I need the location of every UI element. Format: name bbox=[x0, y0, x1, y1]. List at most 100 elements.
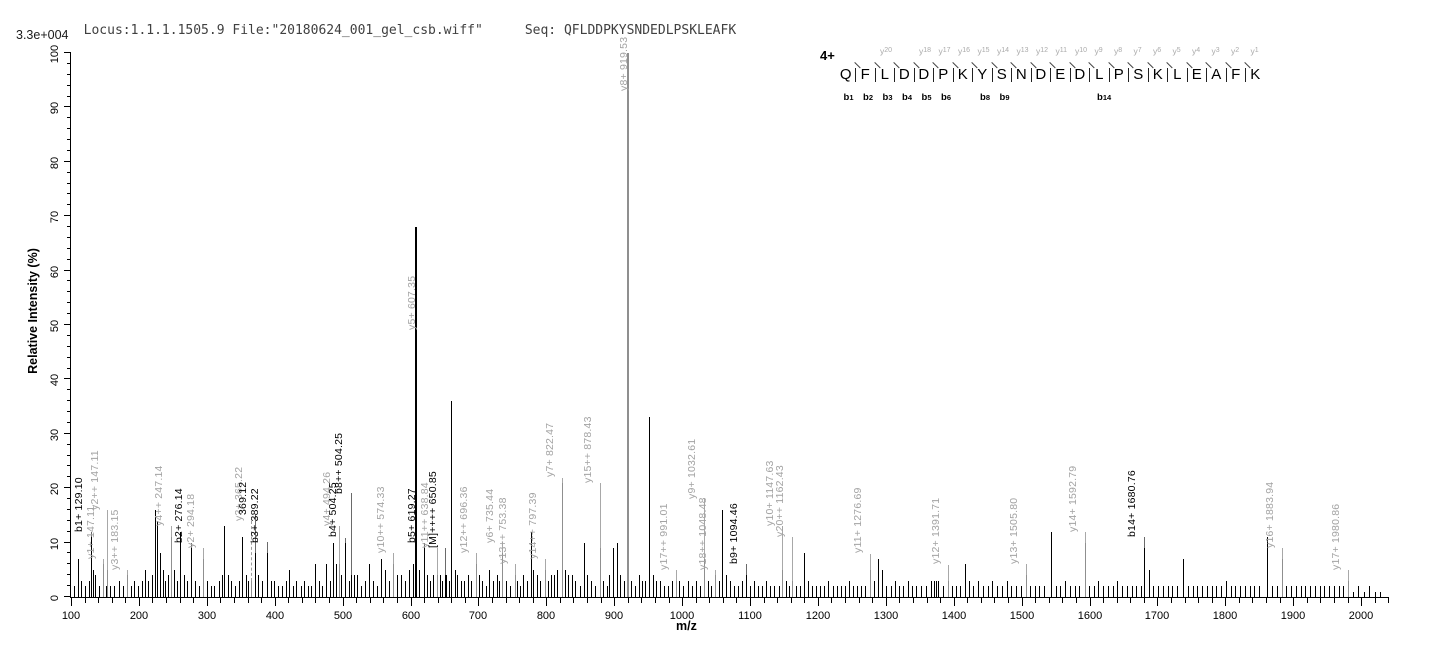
x-minor-tick bbox=[1130, 598, 1131, 603]
spectrum-peak bbox=[557, 570, 558, 597]
peak-label-connector bbox=[103, 559, 104, 564]
fragment-boundary-bar bbox=[1089, 68, 1090, 82]
x-minor-tick bbox=[927, 598, 928, 603]
spectrum-peak bbox=[442, 581, 443, 597]
spectrum-peak bbox=[457, 575, 458, 597]
labeled-peak bbox=[171, 537, 172, 597]
labeled-peak bbox=[415, 227, 417, 597]
labeled-peak bbox=[345, 543, 346, 597]
x-major-tick bbox=[1225, 598, 1226, 606]
spectrum-peak bbox=[1296, 586, 1297, 597]
x-minor-tick bbox=[451, 598, 452, 603]
spectrum-peak bbox=[1132, 586, 1133, 597]
peak-label-connector bbox=[545, 559, 546, 570]
spectrum-peak bbox=[304, 581, 305, 597]
spectrum-peak bbox=[449, 581, 450, 597]
x-minor-tick bbox=[872, 598, 873, 603]
x-minor-tick bbox=[438, 598, 439, 603]
peak-label-connector bbox=[948, 565, 949, 581]
spectrum-peak bbox=[81, 581, 82, 597]
residue-16: S bbox=[1133, 66, 1144, 83]
y-axis-title: Relative Intensity (%) bbox=[26, 248, 40, 374]
x-major-tick bbox=[71, 598, 72, 606]
spectrum-peak bbox=[440, 575, 441, 597]
y-ion-label: y20 bbox=[880, 46, 893, 56]
x-tick-label: 1800 bbox=[1212, 610, 1238, 622]
spectrum-peak bbox=[248, 581, 249, 597]
fragment-boundary-bar bbox=[952, 68, 954, 82]
spectrum-peak bbox=[195, 581, 196, 597]
y-minor-tick bbox=[67, 226, 71, 227]
fragment-boundary-bar bbox=[1147, 68, 1149, 82]
spectrum-peak bbox=[214, 586, 215, 597]
x-minor-tick bbox=[587, 598, 588, 603]
labeled-peak bbox=[562, 483, 563, 597]
spectrum-peak bbox=[738, 586, 739, 597]
spectrum-peak bbox=[857, 586, 858, 597]
peak-label-connector bbox=[1144, 537, 1145, 548]
y-minor-tick bbox=[67, 150, 71, 151]
peak-label: 369.12 bbox=[237, 481, 249, 515]
y-ion-label: y11 bbox=[1055, 46, 1068, 56]
peak-label: y6+ 735.44 bbox=[484, 488, 496, 543]
spectrum-peak bbox=[468, 575, 469, 597]
y-ion-label: y14 bbox=[997, 46, 1010, 56]
x-tick-label: 1500 bbox=[1009, 610, 1035, 622]
spectrum-peak bbox=[523, 575, 524, 597]
spectrum-peak bbox=[956, 586, 957, 597]
spectrum-peak bbox=[1127, 586, 1128, 597]
spectrum-peak bbox=[656, 581, 657, 597]
labeled-peak bbox=[782, 570, 783, 597]
spectrum-peak bbox=[1207, 586, 1208, 597]
spectrum-peak bbox=[1060, 586, 1061, 597]
spectrum-peak bbox=[660, 581, 661, 597]
y-minor-tick bbox=[67, 259, 71, 260]
labeled-peak bbox=[545, 570, 546, 597]
x-minor-tick bbox=[1062, 598, 1063, 603]
spectrum-peak bbox=[997, 586, 998, 597]
peak-label-connector bbox=[1026, 564, 1027, 575]
x-minor-tick bbox=[424, 598, 425, 603]
x-minor-tick bbox=[831, 598, 832, 603]
spectrum-peak bbox=[311, 586, 312, 597]
y-tick-label: 20 bbox=[49, 482, 61, 496]
x-minor-tick bbox=[709, 598, 710, 603]
y-minor-tick bbox=[67, 63, 71, 64]
x-tick-label: 900 bbox=[604, 610, 624, 622]
spectrum-peak bbox=[1108, 586, 1109, 597]
peak-label-connector bbox=[91, 532, 92, 537]
spectrum-peak bbox=[1286, 586, 1287, 597]
peak-label-connector bbox=[792, 537, 793, 581]
spectrum-peak bbox=[613, 548, 614, 597]
x-minor-tick bbox=[356, 598, 357, 603]
spectrum-peak bbox=[934, 581, 935, 597]
spectrum-peak bbox=[365, 581, 366, 597]
x-major-tick bbox=[411, 598, 412, 606]
y-minor-tick bbox=[67, 313, 71, 314]
y-ion-label: y17 bbox=[938, 46, 951, 56]
labeled-peak bbox=[267, 553, 268, 597]
spectrum-peak bbox=[1324, 586, 1325, 597]
residue-14: L bbox=[1095, 66, 1104, 83]
x-major-tick bbox=[478, 598, 479, 606]
spectrum-peak bbox=[812, 586, 813, 597]
labeled-peak bbox=[1026, 575, 1027, 597]
labeled-peak bbox=[251, 581, 252, 597]
x-minor-tick bbox=[1171, 598, 1172, 603]
spectrum-peak bbox=[409, 570, 410, 597]
y-ion-label: y12 bbox=[1036, 46, 1049, 56]
spectrum-peak bbox=[142, 581, 143, 597]
spectrum-peak bbox=[708, 581, 709, 597]
x-minor-tick bbox=[1320, 598, 1321, 603]
spectrum-peak bbox=[389, 581, 390, 597]
spectrum-peak bbox=[1007, 581, 1008, 597]
spectrum-peak bbox=[361, 586, 362, 597]
spectrum-peak bbox=[891, 586, 892, 597]
labeled-peak bbox=[1282, 559, 1283, 597]
spectrum-peak bbox=[952, 586, 953, 597]
x-major-tick bbox=[1157, 598, 1158, 606]
spectrum-peak bbox=[1153, 586, 1154, 597]
x-tick-label: 400 bbox=[265, 610, 285, 622]
spectrum-peak bbox=[865, 586, 866, 597]
spectrum-peak bbox=[1094, 586, 1095, 597]
